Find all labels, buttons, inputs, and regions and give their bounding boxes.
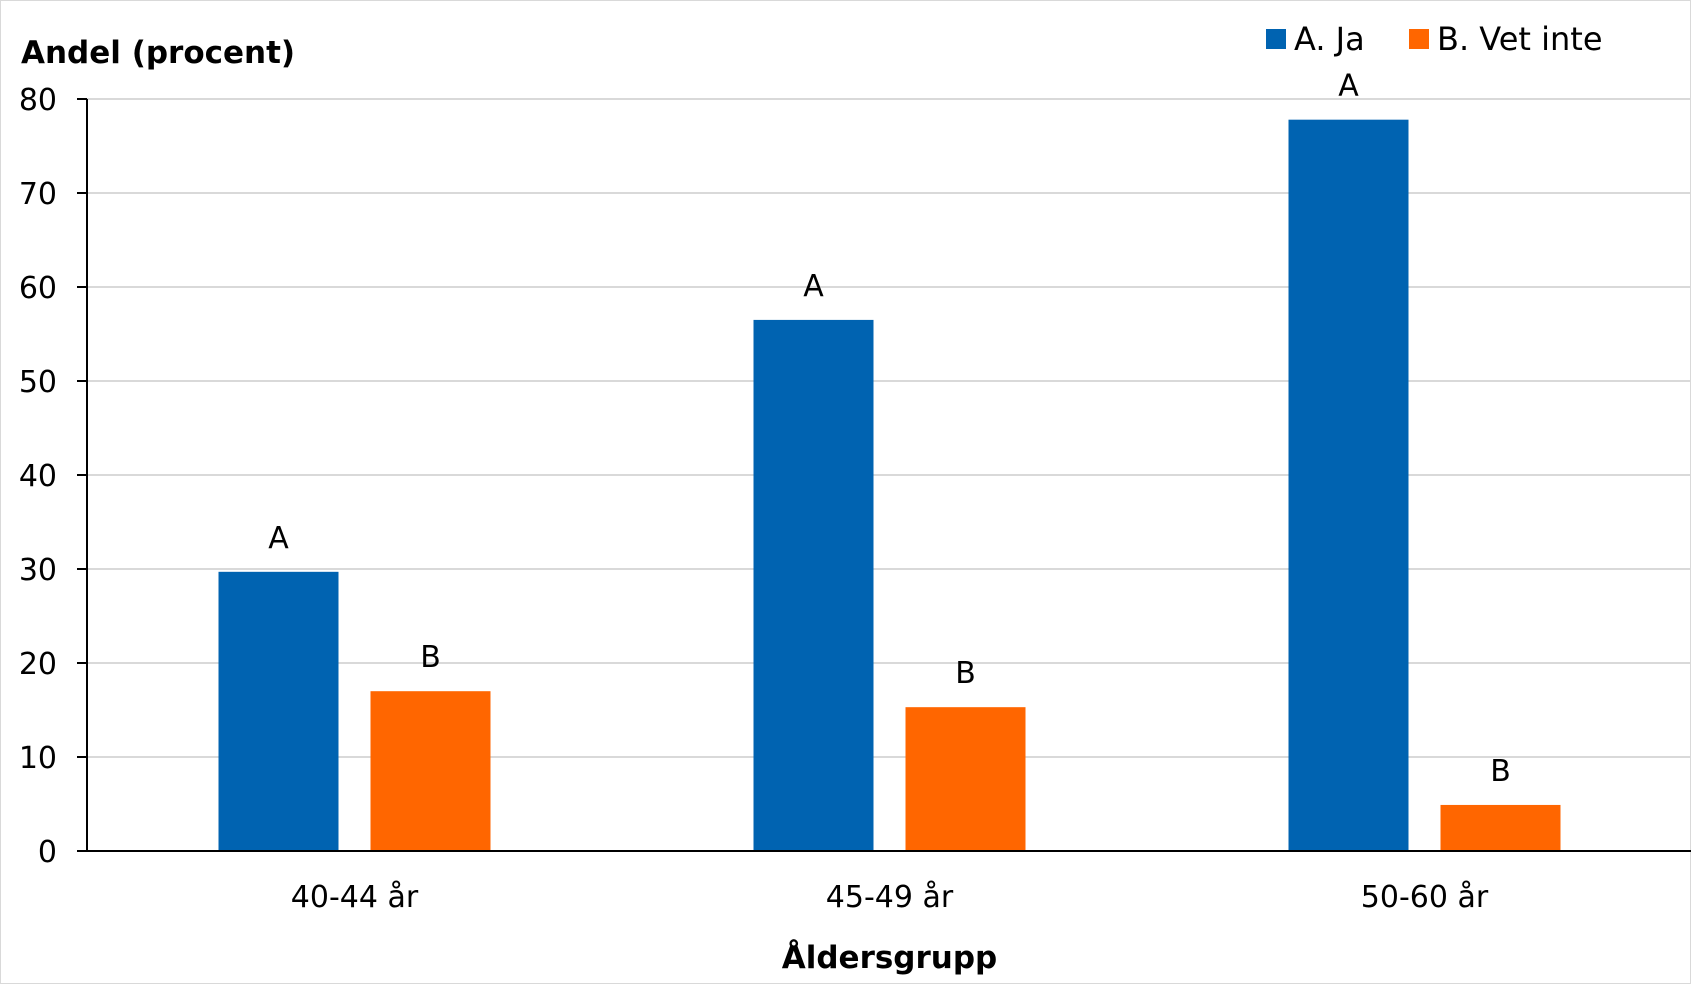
y-tick-label: 60 — [19, 271, 57, 306]
y-tick-label: 30 — [19, 553, 57, 588]
bar-a — [1288, 119, 1409, 852]
x-tick-label: 40-44 år — [291, 880, 419, 915]
bar-data-label: A — [803, 269, 824, 304]
bar-data-label: A — [268, 521, 289, 556]
y-tick-label: 80 — [19, 83, 57, 118]
y-tick-label: 10 — [19, 741, 57, 776]
y-axis-title: Andel (procent) — [21, 35, 295, 71]
y-tick-label: 40 — [19, 459, 57, 494]
bar-data-label: B — [1490, 754, 1511, 789]
bar-data-label: B — [420, 640, 441, 675]
y-tick-label: 70 — [19, 177, 57, 212]
y-tick-label: 50 — [19, 365, 57, 400]
bar-data-label: B — [955, 656, 976, 691]
bar-a — [218, 571, 339, 851]
legend: A. Ja B. Vet inte — [1266, 20, 1603, 58]
y-tick-label: 20 — [19, 647, 57, 682]
x-axis-title: Åldersgrupp — [782, 939, 998, 976]
bar-b — [1440, 804, 1561, 851]
legend-label-b: B. Vet inte — [1437, 20, 1603, 58]
x-tick-label: 50-60 år — [1361, 880, 1489, 915]
gridlines — [87, 98, 1691, 758]
x-tick-label: 45-49 år — [826, 880, 954, 915]
legend-label-a: A. Ja — [1294, 20, 1365, 58]
tick-labels: 0 10 20 30 40 50 60 70 80 40-44 år 45-49 år 50-60 å… — [19, 83, 1489, 915]
y-tick-label: 0 — [38, 835, 57, 870]
bars: A B A B A B — [218, 69, 1561, 852]
bar-data-label: A — [1338, 69, 1359, 104]
bar-b — [370, 691, 491, 851]
bar-b — [905, 707, 1026, 851]
legend-swatch-a — [1266, 29, 1286, 49]
legend-swatch-b — [1409, 29, 1429, 49]
bar-a — [753, 319, 874, 851]
